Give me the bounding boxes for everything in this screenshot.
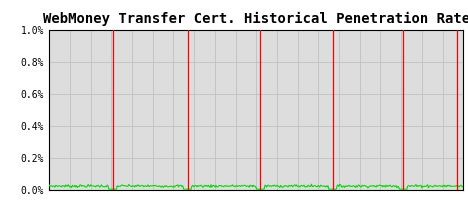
Title: WebMoney Transfer Cert. Historical Penetration Rate: WebMoney Transfer Cert. Historical Penet…: [43, 12, 468, 26]
